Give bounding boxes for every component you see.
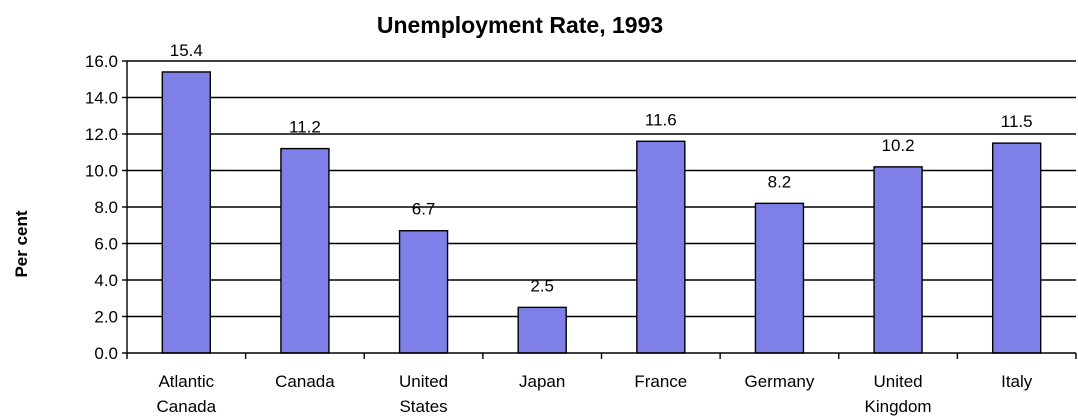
bar (636, 140, 686, 354)
gridlines (127, 60, 1076, 318)
data-label: 10.2 (882, 136, 915, 155)
y-axis-label: Per cent (12, 210, 31, 277)
x-tick-labels: Atlantic Canada Canada United States Japan Fra… (157, 372, 1033, 416)
y-tick-label: 2.0 (94, 308, 118, 327)
data-labels: 15.4 11.2 6.7 2.5 11.6 8.2 10.2 11.5 (170, 41, 1033, 295)
x-category-label: United Kingdom (865, 372, 932, 416)
bar (398, 230, 449, 354)
x-category-label: United States (399, 372, 448, 416)
y-tick-label: 6.0 (94, 235, 118, 254)
x-category-label: France (634, 372, 687, 391)
data-label: 11.5 (1001, 112, 1033, 131)
bars (161, 71, 1042, 354)
bar (991, 142, 1042, 354)
data-label: 15.4 (170, 41, 203, 60)
data-label: 11.2 (289, 118, 321, 137)
y-tick-label: 12.0 (85, 125, 118, 144)
bar (754, 202, 805, 354)
y-tick-label: 4.0 (94, 271, 118, 290)
bar (517, 306, 567, 354)
y-tick-label: 14.0 (85, 89, 118, 108)
data-label: 11.6 (645, 110, 677, 129)
data-label: 8.2 (768, 172, 792, 191)
x-category-label: Germany (744, 372, 814, 391)
bar (873, 166, 923, 354)
x-category-label: Atlantic Canada (157, 372, 217, 416)
x-category-label: Italy (1001, 372, 1033, 391)
bar (280, 147, 330, 354)
x-category-label: Japan (519, 372, 565, 391)
chart-title: Unemployment Rate, 1993 (377, 12, 663, 38)
x-category-label: Canada (275, 372, 335, 391)
data-label: 2.5 (530, 276, 554, 295)
axes (122, 60, 1077, 359)
y-tick-labels: 0.0 2.0 4.0 6.0 8.0 10.0 12.0 14.0 16.0 (85, 52, 118, 363)
y-tick-label: 10.0 (85, 162, 118, 181)
y-tick-label: 8.0 (94, 198, 118, 217)
data-label: 6.7 (412, 200, 436, 219)
y-tick-label: 0.0 (94, 344, 118, 363)
bar (161, 71, 212, 354)
y-tick-label: 16.0 (85, 52, 118, 71)
